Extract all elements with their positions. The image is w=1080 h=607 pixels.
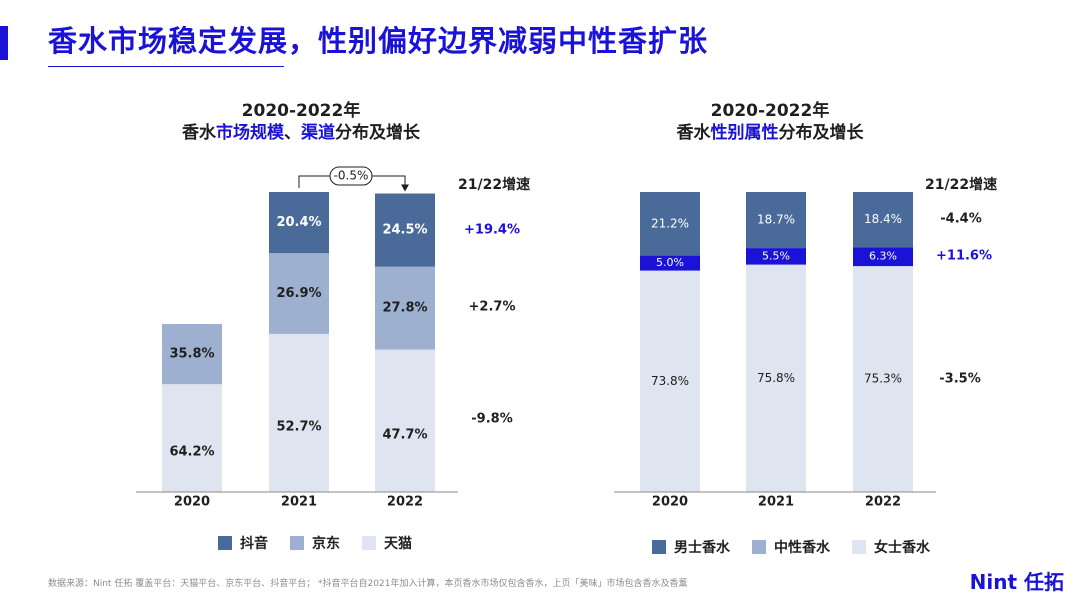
bar-2021-男士香水 bbox=[746, 192, 806, 249]
bar-label-2022-男士香水: 18.4% bbox=[864, 212, 902, 226]
slide-title: 香水市场稳定发展，性别偏好边界减弱中性香扩张 bbox=[48, 24, 709, 58]
bar-2020-女士香水 bbox=[640, 270, 700, 492]
x-tick-2020: 2020 bbox=[174, 495, 210, 510]
growth-women: -3.5% bbox=[939, 372, 980, 387]
legend-item-jd: 京东 bbox=[290, 533, 340, 553]
growth-douyin: +19.4% bbox=[464, 223, 520, 238]
annotation-label: -0.5% bbox=[334, 169, 369, 183]
brand-logo: Nint 任拓 bbox=[969, 570, 1064, 594]
bar-2020-天猫 bbox=[162, 384, 222, 492]
bar-label-2020-天猫: 64.2% bbox=[169, 445, 214, 460]
title-underline bbox=[48, 66, 284, 67]
legend-swatch-women bbox=[852, 540, 866, 554]
bar-2021-京东 bbox=[269, 253, 329, 334]
left-growth-header: 21/22增速 bbox=[458, 177, 531, 193]
x-tick-2022-right: 2022 bbox=[865, 495, 901, 510]
legend-item-tmall: 天猫 bbox=[362, 533, 412, 553]
legend-swatch-unisex bbox=[752, 540, 766, 554]
bar-label-2021-京东: 26.9% bbox=[276, 286, 321, 301]
bar-2022-女士香水 bbox=[853, 266, 913, 492]
left-chart-title-line1: 2020-2022年 bbox=[241, 101, 361, 121]
bar-label-2021-女士香水: 75.8% bbox=[757, 371, 795, 385]
growth-tmall: -9.8% bbox=[471, 412, 512, 427]
bar-label-2020-女士香水: 73.8% bbox=[651, 374, 689, 388]
x-tick-2022: 2022 bbox=[387, 495, 423, 510]
bar-2020-男士香水 bbox=[640, 192, 700, 256]
bar-label-2022-抖音: 24.5% bbox=[382, 223, 427, 238]
bar-2021-女士香水 bbox=[746, 264, 806, 492]
bar-label-2020-男士香水: 21.2% bbox=[651, 216, 689, 230]
left-legend: 抖音 京东 天猫 bbox=[218, 533, 434, 553]
x-tick-2021: 2021 bbox=[281, 495, 317, 510]
bar-2021-中性香水 bbox=[746, 248, 806, 265]
legend-item-unisex: 中性香水 bbox=[752, 537, 830, 557]
right-chart-title: 2020-2022年 香水性别属性分布及增长 bbox=[650, 100, 890, 144]
bar-label-2021-天猫: 52.7% bbox=[276, 419, 321, 434]
bar-2021-天猫 bbox=[269, 333, 329, 492]
bar-label-2021-男士香水: 18.7% bbox=[757, 213, 795, 227]
x-tick-2021-right: 2021 bbox=[758, 495, 794, 510]
bar-2022-京东 bbox=[375, 266, 435, 350]
legend-swatch-men bbox=[652, 540, 666, 554]
left-chart-title: 2020-2022年 香水市场规模、渠道分布及增长 bbox=[166, 100, 436, 144]
right-growth-header: 21/22增速 bbox=[925, 177, 998, 193]
bar-2022-男士香水 bbox=[853, 192, 913, 248]
legend-item-women: 女士香水 bbox=[852, 537, 930, 557]
bar-label-2022-中性香水: 6.3% bbox=[869, 250, 897, 263]
growth-unisex: +11.6% bbox=[936, 249, 992, 264]
bar-label-2022-女士香水: 75.3% bbox=[864, 372, 902, 386]
left-chart-title-line2: 香水市场规模、渠道分布及增长 bbox=[182, 123, 420, 143]
bar-2022-天猫 bbox=[375, 349, 435, 492]
bar-2021-抖音 bbox=[269, 192, 329, 254]
bar-label-2021-中性香水: 5.5% bbox=[762, 249, 790, 262]
legend-swatch-jd bbox=[290, 536, 304, 550]
right-chart-title-line2: 香水性别属性分布及增长 bbox=[676, 123, 864, 143]
x-tick-2020-right: 2020 bbox=[652, 495, 688, 510]
bar-label-2020-中性香水: 5.0% bbox=[656, 256, 684, 269]
annotation-arrowhead bbox=[401, 184, 409, 192]
bar-2022-抖音 bbox=[375, 193, 435, 267]
legend-item-douyin: 抖音 bbox=[218, 533, 268, 553]
bar-label-2022-天猫: 47.7% bbox=[382, 427, 427, 442]
legend-swatch-tmall bbox=[362, 536, 376, 550]
bar-2020-京东 bbox=[162, 324, 222, 385]
bar-label-2022-京东: 27.8% bbox=[382, 301, 427, 316]
annotation-pill bbox=[329, 166, 373, 186]
bar-label-2021-抖音: 20.4% bbox=[276, 215, 321, 230]
growth-jd: +2.7% bbox=[469, 300, 516, 315]
footnote: 数据来源：Nint 任拓 覆盖平台：天猫平台、京东平台、抖音平台； *抖音平台自… bbox=[48, 579, 688, 589]
legend-swatch-douyin bbox=[218, 536, 232, 550]
bar-label-2020-京东: 35.8% bbox=[169, 347, 214, 362]
title-accent-bar bbox=[0, 26, 8, 60]
legend-item-men: 男士香水 bbox=[652, 537, 730, 557]
bar-2022-中性香水 bbox=[853, 247, 913, 267]
bar-2020-中性香水 bbox=[640, 255, 700, 271]
right-chart-title-line1: 2020-2022年 bbox=[710, 101, 830, 121]
right-legend: 男士香水 中性香水 女士香水 bbox=[652, 537, 952, 557]
growth-men: -4.4% bbox=[940, 212, 981, 227]
